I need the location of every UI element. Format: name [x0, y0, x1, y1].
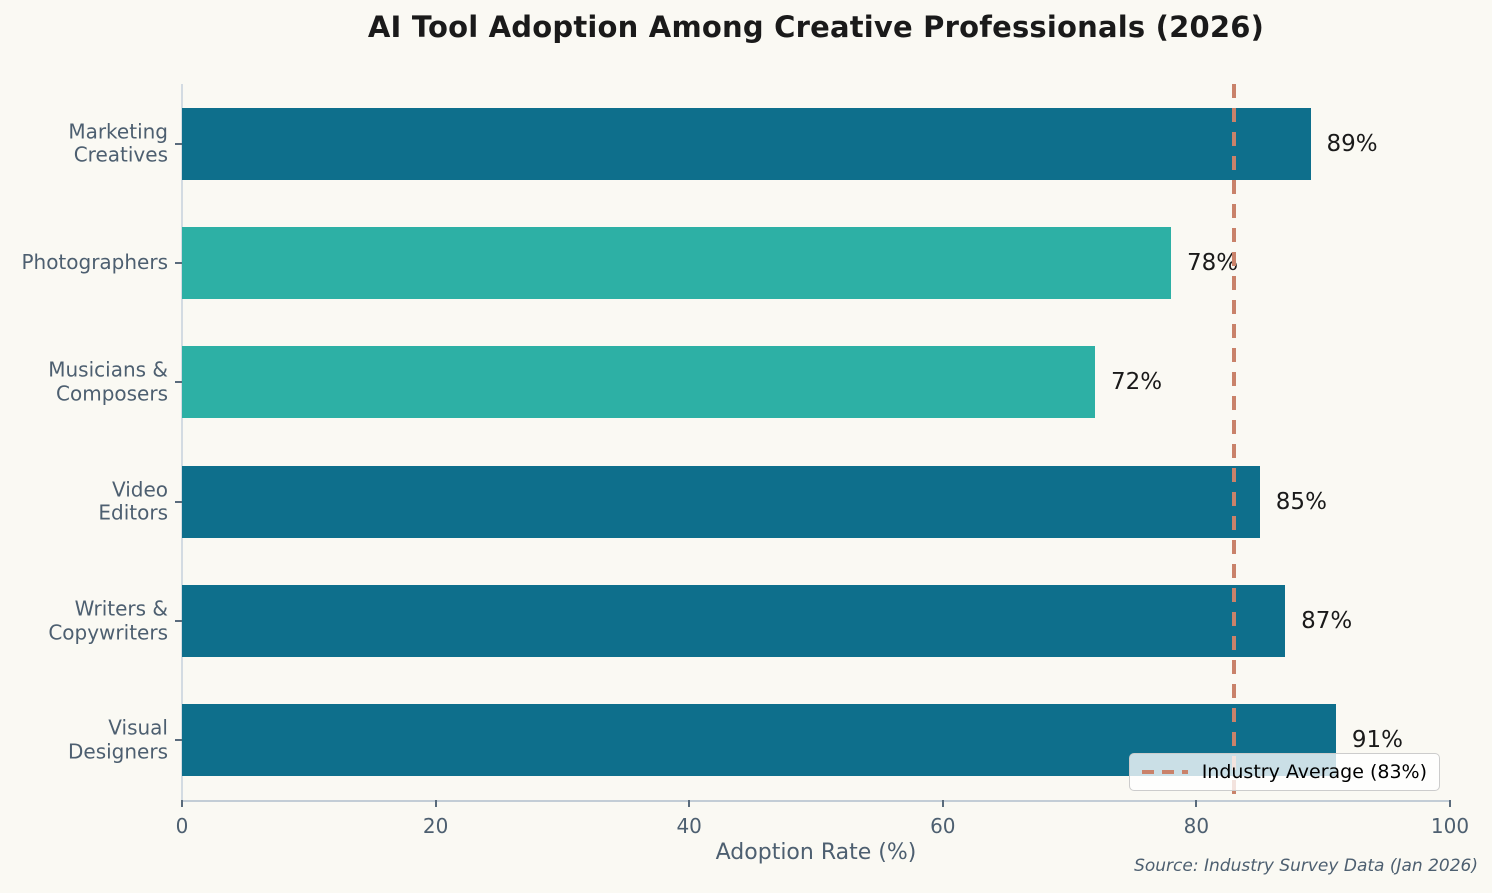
x-axis-tick-label: 100 — [1430, 814, 1470, 838]
y-axis-tick — [175, 262, 182, 264]
bar-photographers — [182, 227, 1172, 299]
x-axis-tick-label: 60 — [930, 814, 956, 838]
x-axis-tick-label: 20 — [422, 814, 449, 838]
bar-value-label: 78% — [1187, 250, 1239, 276]
x-axis-spine — [181, 800, 1451, 802]
x-axis-tick — [941, 800, 944, 807]
y-axis-tick — [175, 381, 182, 384]
chart-title: AI Tool Adoption Among Creative Professi… — [367, 10, 1265, 44]
legend: Industry Average (83%) — [1128, 753, 1440, 791]
bar-value-label: 85% — [1275, 488, 1327, 515]
legend-dashed-line-icon — [1141, 770, 1188, 774]
x-axis-tick — [688, 800, 691, 807]
industry-average-reference-line — [1232, 84, 1237, 800]
bar-value-label: 72% — [1110, 369, 1163, 396]
bar-value-label: 87% — [1301, 608, 1353, 634]
x-axis-label: Adoption Rate (%) — [715, 840, 917, 865]
y-axis-tick — [175, 142, 182, 145]
category-label: Writers & Copywriters — [48, 596, 168, 644]
x-axis-tick — [1195, 800, 1198, 807]
category-label: Musicians & Composers — [48, 357, 168, 406]
x-axis-tick-label: 0 — [175, 814, 189, 838]
bar-musicians-composers — [182, 346, 1095, 419]
category-label: Photographers — [21, 250, 168, 275]
plot-area: 89% 78% 72% 85% 87% 91% 0 20 40 60 80 100 Industry… — [175, 84, 1469, 838]
category-label: Video Editors — [98, 477, 168, 525]
category-label: Marketing Creatives — [68, 119, 168, 167]
x-axis-tick-label: 80 — [1183, 814, 1210, 838]
bar-value-label: 89% — [1326, 130, 1378, 157]
y-axis-spine — [181, 84, 183, 800]
y-axis-tick — [175, 620, 182, 622]
legend-entry-industry-average: Industry Average (83%) — [1201, 761, 1427, 783]
y-axis-tick — [175, 500, 182, 503]
source-note: Source: Industry Survey Data (Jan 2026) — [1134, 856, 1478, 876]
bar-marketing-creatives — [182, 107, 1311, 180]
category-label: Visual Designers — [68, 715, 168, 764]
x-axis-tick — [1449, 800, 1451, 807]
x-axis-tick — [181, 800, 183, 807]
bar-writers-copywriters — [182, 585, 1286, 657]
bar-value-label: 91% — [1351, 727, 1403, 754]
x-axis-tick — [434, 800, 437, 807]
x-axis-tick-label: 40 — [676, 814, 702, 838]
y-axis-tick — [175, 739, 182, 742]
bar-video-editors — [182, 465, 1260, 538]
